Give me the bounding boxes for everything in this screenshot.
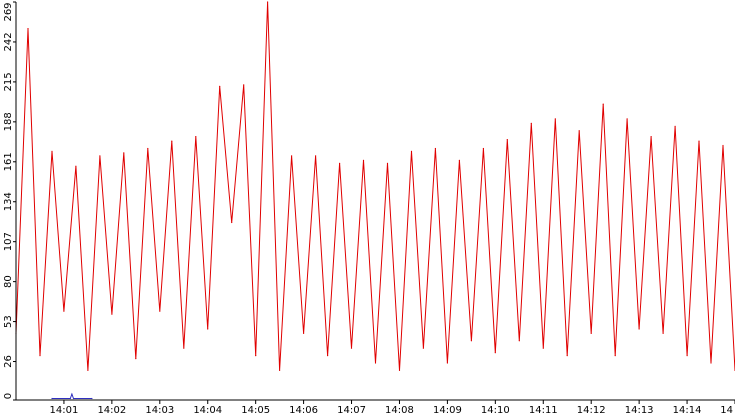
x-tick-label: 14:11 bbox=[529, 405, 558, 415]
data-point bbox=[638, 328, 640, 330]
x-tick-label: 14:06 bbox=[289, 405, 318, 415]
data-point bbox=[446, 362, 448, 364]
axes bbox=[15, 2, 735, 401]
data-point bbox=[506, 139, 508, 141]
data-point bbox=[374, 362, 377, 364]
x-tick-label: 14:03 bbox=[145, 405, 174, 415]
data-point bbox=[362, 159, 365, 161]
data-point bbox=[686, 355, 688, 357]
data-point bbox=[39, 355, 41, 357]
data-point bbox=[111, 313, 113, 315]
data-point bbox=[75, 165, 77, 167]
data-point bbox=[530, 122, 532, 124]
data-point bbox=[243, 84, 245, 86]
data-point bbox=[458, 159, 460, 161]
data-point bbox=[590, 332, 592, 334]
data-point bbox=[303, 332, 305, 334]
data-point bbox=[542, 347, 544, 349]
y-tick-label: 269 bbox=[3, 2, 14, 21]
data-point bbox=[231, 221, 233, 224]
data-point bbox=[722, 144, 724, 147]
data-point bbox=[315, 155, 317, 157]
data-point bbox=[159, 310, 161, 312]
y-tick-label: 188 bbox=[3, 112, 14, 131]
data-point bbox=[291, 155, 293, 157]
data-point bbox=[662, 332, 664, 334]
data-point bbox=[434, 147, 436, 150]
x-tick-label: 14:04 bbox=[193, 405, 222, 415]
x-tick-label: 14 bbox=[720, 405, 733, 415]
data-point bbox=[171, 140, 173, 142]
data-point bbox=[710, 362, 712, 364]
data-point bbox=[123, 152, 125, 154]
data-point bbox=[279, 369, 281, 371]
data-point bbox=[554, 118, 556, 120]
data-point bbox=[614, 355, 616, 357]
data-point bbox=[698, 140, 700, 142]
data-point bbox=[398, 369, 401, 371]
data-point bbox=[72, 397, 75, 400]
data-point bbox=[578, 130, 580, 132]
data-point bbox=[626, 118, 628, 120]
x-tick-label: 14:07 bbox=[337, 405, 366, 415]
data-point bbox=[87, 369, 89, 371]
y-tick-label: 242 bbox=[3, 32, 14, 51]
data-point bbox=[386, 162, 389, 164]
data-point bbox=[650, 136, 652, 138]
series-layer bbox=[15, 1, 735, 400]
data-point bbox=[219, 85, 221, 87]
series-line-1 bbox=[15, 1, 735, 371]
data-point bbox=[339, 162, 341, 164]
data-point bbox=[195, 136, 197, 138]
y-tick-label: 161 bbox=[3, 152, 14, 171]
data-point bbox=[69, 397, 71, 400]
data-point bbox=[255, 355, 257, 357]
data-point bbox=[147, 147, 149, 150]
x-tick-label: 14:09 bbox=[433, 405, 462, 415]
y-tick-label: 107 bbox=[3, 232, 14, 251]
data-point bbox=[327, 355, 329, 357]
x-tick-label: 14:10 bbox=[481, 405, 510, 415]
data-point bbox=[207, 328, 209, 330]
y-tick-label: 26 bbox=[3, 355, 14, 368]
x-tick-label: 14:08 bbox=[385, 405, 414, 415]
data-point bbox=[27, 28, 29, 30]
data-point bbox=[494, 352, 496, 354]
x-axis-ticks: 14:01 14:02 14:03 14:04 14:05 14:06 14:07 14:08… bbox=[50, 400, 735, 415]
y-axis-ticks: 0 26 53 80 107 134 161 188 215 242 269 bbox=[3, 1, 16, 401]
data-point bbox=[350, 347, 353, 349]
data-point bbox=[183, 347, 185, 349]
data-point bbox=[602, 103, 604, 105]
data-point bbox=[135, 358, 137, 360]
data-point bbox=[71, 393, 73, 395]
data-point bbox=[91, 397, 93, 400]
y-tick-label: 215 bbox=[3, 72, 14, 91]
data-point bbox=[482, 147, 484, 150]
x-tick-label: 14:14 bbox=[673, 405, 702, 415]
x-tick-label: 14:02 bbox=[97, 405, 126, 415]
x-tick-label: 14:12 bbox=[577, 405, 606, 415]
x-tick-label: 14:05 bbox=[241, 405, 270, 415]
data-point bbox=[51, 150, 53, 152]
data-point bbox=[99, 155, 101, 157]
y-tick-label: 80 bbox=[3, 275, 14, 288]
series-line-2 bbox=[52, 392, 92, 399]
data-point bbox=[470, 340, 472, 342]
x-tick-label: 14:13 bbox=[625, 405, 654, 415]
data-point bbox=[267, 1, 269, 3]
data-point bbox=[566, 355, 568, 357]
data-point bbox=[51, 397, 53, 400]
data-point bbox=[422, 347, 424, 349]
data-point bbox=[63, 310, 65, 312]
data-point bbox=[674, 125, 676, 127]
data-point bbox=[410, 150, 413, 152]
y-tick-label: 0 bbox=[3, 393, 14, 399]
data-point bbox=[518, 340, 520, 342]
x-tick-label: 14:01 bbox=[50, 405, 79, 415]
y-tick-label: 134 bbox=[3, 192, 14, 211]
y-tick-label: 53 bbox=[3, 315, 14, 328]
